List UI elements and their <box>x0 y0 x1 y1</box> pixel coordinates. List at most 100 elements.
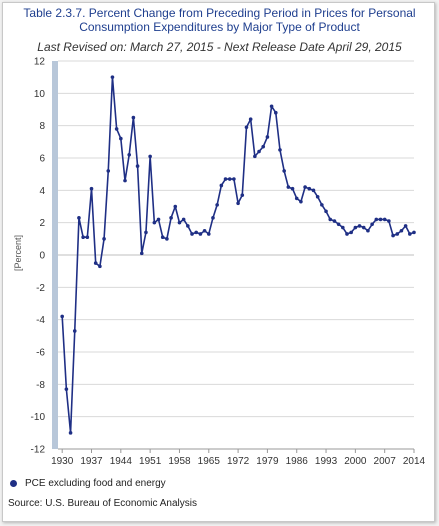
y-tick-label: -6 <box>36 348 45 359</box>
data-point <box>307 186 312 191</box>
data-point <box>341 225 345 230</box>
data-point <box>194 230 199 235</box>
data-point <box>374 217 379 222</box>
x-tick-label: 2007 <box>374 456 397 467</box>
data-point <box>269 104 274 109</box>
data-point <box>357 224 362 228</box>
y-tick-label: 12 <box>34 57 46 68</box>
data-point <box>412 230 416 235</box>
data-point <box>173 204 178 209</box>
y-tick-label: 2 <box>39 218 45 229</box>
data-point <box>64 387 69 391</box>
x-tick-label: 1972 <box>227 456 250 467</box>
data-point <box>278 148 282 152</box>
data-point <box>399 228 404 233</box>
data-point <box>102 237 106 241</box>
data-point <box>311 188 316 193</box>
x-tick-label: 1930 <box>51 456 74 467</box>
y-tick-label: -12 <box>31 445 46 456</box>
data-point <box>370 222 374 227</box>
data-point <box>303 185 307 189</box>
data-point <box>290 186 295 191</box>
data-point <box>391 233 395 238</box>
data-point <box>223 177 228 181</box>
y-tick-label: -4 <box>36 315 45 326</box>
data-point <box>89 186 94 191</box>
data-point <box>328 217 333 222</box>
data-point <box>345 232 349 236</box>
chart-title-line-2: Consumption Expenditures by Major Type o… <box>79 20 360 34</box>
data-point <box>165 237 169 241</box>
data-point <box>81 235 85 240</box>
data-point <box>215 203 219 207</box>
y-tick-label: 8 <box>39 121 45 132</box>
data-point <box>156 217 161 222</box>
data-point <box>144 230 148 235</box>
data-point <box>366 228 370 233</box>
data-point <box>123 178 127 183</box>
data-point <box>261 144 266 149</box>
data-point <box>248 117 253 121</box>
data-point <box>186 224 190 228</box>
data-point <box>299 199 303 204</box>
y-tick-label: -10 <box>31 412 46 423</box>
data-point <box>332 219 337 223</box>
data-point <box>236 201 240 206</box>
data-point <box>382 217 387 222</box>
data-point <box>361 225 366 230</box>
data-point <box>336 222 341 227</box>
data-point <box>320 203 324 207</box>
data-point <box>93 261 98 265</box>
chart-frame <box>2 2 435 522</box>
data-point <box>211 216 215 220</box>
data-point <box>282 169 286 173</box>
y-tick-label: 4 <box>39 186 45 197</box>
data-point <box>119 136 123 141</box>
data-point <box>387 219 391 223</box>
data-point <box>181 217 186 222</box>
chart-title: Table 2.3.7. Percent Change from Precedi… <box>0 6 439 34</box>
legend[interactable]: PCE excluding food and energy <box>10 478 166 489</box>
data-point <box>127 152 131 157</box>
data-point <box>324 209 328 214</box>
x-tick-label: 1965 <box>198 456 221 467</box>
data-point <box>148 154 152 159</box>
data-point <box>408 232 412 236</box>
data-point <box>114 127 119 131</box>
y-axis-band <box>52 61 58 449</box>
data-point <box>60 314 64 319</box>
x-tick-label: 1937 <box>80 456 103 467</box>
chart-title-line-1: Table 2.3.7. Percent Change from Precedi… <box>23 6 416 20</box>
data-point <box>227 177 232 181</box>
y-tick-label: -2 <box>36 283 45 294</box>
x-tick-label: 1979 <box>256 456 279 467</box>
data-point <box>253 154 257 159</box>
data-point <box>135 164 140 168</box>
x-tick-label: 1986 <box>286 456 309 467</box>
chart-subtitle: Last Revised on: March 27, 2015 - Next R… <box>37 40 402 54</box>
data-point <box>160 235 165 240</box>
data-point <box>232 177 236 181</box>
data-point <box>294 196 299 201</box>
data-point <box>265 135 270 139</box>
data-point <box>139 251 144 256</box>
data-point <box>177 220 182 225</box>
y-tick-label: 0 <box>39 251 45 262</box>
data-point <box>349 230 353 235</box>
data-point <box>353 225 358 230</box>
x-tick-label: 2014 <box>403 456 426 467</box>
data-point <box>286 185 291 189</box>
data-point <box>403 224 408 228</box>
data-point <box>85 235 90 240</box>
legend-label: PCE excluding food and energy <box>25 478 166 489</box>
data-point <box>198 232 203 236</box>
x-tick-label: 1958 <box>168 456 191 467</box>
x-tick-label: 1993 <box>315 456 338 467</box>
source-note: Source: U.S. Bureau of Economic Analysis <box>8 498 197 509</box>
x-tick-label: 2000 <box>344 456 367 467</box>
data-point <box>77 216 81 220</box>
data-point <box>131 115 136 120</box>
data-point <box>169 216 173 220</box>
data-point <box>395 232 400 236</box>
